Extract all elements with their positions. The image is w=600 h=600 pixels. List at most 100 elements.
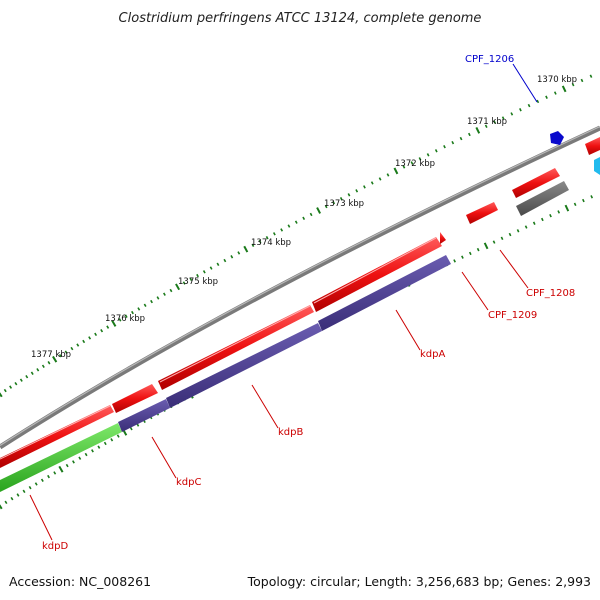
tick-mark [16, 493, 20, 497]
tick-mark [402, 165, 406, 169]
tick-mark [258, 239, 262, 244]
tick-mark [4, 500, 8, 505]
tick-mark [14, 381, 18, 386]
tick-mark [426, 153, 430, 157]
gene-label-CPF_1206[interactable]: CPF_1206 [465, 54, 514, 65]
gene-red-7[interactable] [512, 168, 560, 198]
gene-grey[interactable] [516, 181, 569, 216]
gene-label-kdpD[interactable]: kdpD [42, 541, 68, 552]
tick-mark [150, 299, 153, 304]
tick-mark [237, 251, 241, 255]
gene-label-kdpC[interactable]: kdpC [176, 477, 201, 488]
gene-CPF_1206-mark[interactable] [550, 131, 564, 145]
tick-mark [510, 112, 514, 116]
gene-cyan[interactable] [594, 157, 600, 175]
gene-red-2[interactable] [112, 384, 158, 413]
tick-mark [302, 216, 306, 221]
tick-mark [97, 445, 101, 449]
tick-mark [265, 235, 269, 240]
tick-mark [230, 255, 234, 259]
tick-mark [65, 463, 69, 468]
tick-mark [557, 210, 561, 214]
gene-kdpD-bar[interactable] [0, 423, 122, 492]
gene-label-CPF_1209[interactable]: CPF_1209 [488, 310, 537, 321]
tick-mark [508, 232, 512, 237]
genome-backbone [0, 125, 600, 450]
tick-mark [453, 259, 456, 263]
tick-mark [0, 392, 3, 398]
tick-mark [561, 85, 567, 93]
tick-mark [590, 195, 594, 199]
tick-mark [41, 364, 45, 368]
tick-mark [124, 314, 128, 318]
tick-mark [47, 474, 50, 479]
tick-mark [332, 200, 336, 205]
tick-mark [53, 471, 57, 475]
tick-mark [91, 449, 94, 453]
tick-label: 1370 kbp [537, 75, 577, 85]
tick-mark [202, 270, 206, 274]
gene-leader-lines [29, 63, 538, 541]
tick-mark [536, 99, 540, 104]
tick-mark [476, 247, 480, 252]
tick-mark [475, 126, 481, 134]
tick-mark [580, 78, 584, 83]
tick-mark [355, 189, 359, 193]
tick-mark [484, 124, 488, 128]
tick-mark [324, 204, 328, 209]
gene-kdpB-bar[interactable] [166, 323, 322, 408]
tick-mark [347, 193, 351, 197]
gene-red-5[interactable] [440, 232, 446, 244]
tick-mark [116, 434, 120, 438]
tick-mark [280, 228, 284, 232]
tick-mark [94, 332, 98, 337]
forward-strand-genes [0, 137, 600, 468]
tick-mark [58, 465, 64, 473]
tick-mark [72, 460, 75, 464]
outer-tick-ring [0, 74, 593, 398]
gene-red-8[interactable] [585, 137, 600, 155]
tick-mark [294, 220, 298, 224]
gene-red-3[interactable] [158, 305, 314, 390]
tick-mark [106, 325, 110, 329]
accession-text: Accession: NC_008261 [9, 574, 151, 589]
tick-mark [175, 283, 181, 291]
tick-mark [40, 478, 44, 482]
tick-mark [118, 318, 122, 322]
tick-mark [339, 197, 343, 201]
tick-mark [243, 245, 249, 253]
tick-mark [182, 281, 186, 285]
tick-mark [541, 217, 544, 222]
tick-mark [110, 438, 114, 442]
gene-red-4[interactable] [312, 237, 442, 312]
gene-kdpA-bar[interactable] [318, 255, 451, 331]
gene-CPF_1208[interactable] [466, 202, 498, 224]
tick-label: 1377 kbp [31, 350, 71, 360]
tick-mark [459, 136, 463, 141]
tick-mark [131, 310, 134, 315]
gene-label-CPF_1208[interactable]: CPF_1208 [526, 288, 575, 299]
gene-label-kdpB[interactable]: kdpB [278, 427, 303, 438]
tick-mark [100, 329, 104, 333]
gene-label-kdpA[interactable]: kdpA [420, 349, 445, 360]
tick-mark [532, 221, 536, 225]
tick-mark [216, 262, 220, 267]
tick-mark [52, 355, 58, 363]
tick-mark [58, 354, 62, 358]
tick-labels: 1370 kbp 1371 kbp 1372 kbp 1373 kbp 1374… [31, 75, 577, 360]
gene-red-1[interactable] [0, 405, 114, 468]
inner-tick-ring [0, 195, 594, 510]
tick-mark [251, 243, 255, 248]
tick-mark [137, 307, 141, 311]
tick-mark [501, 116, 505, 120]
tick-mark [553, 91, 557, 95]
tick-mark [434, 149, 438, 153]
tick-mark [524, 225, 528, 229]
tick-label: 1376 kbp [105, 314, 145, 324]
tick-mark [378, 177, 382, 181]
tick-mark [189, 277, 193, 282]
tick-mark [223, 258, 227, 263]
tick-mark [22, 489, 26, 494]
gene-kdpC-bar[interactable] [118, 399, 170, 432]
